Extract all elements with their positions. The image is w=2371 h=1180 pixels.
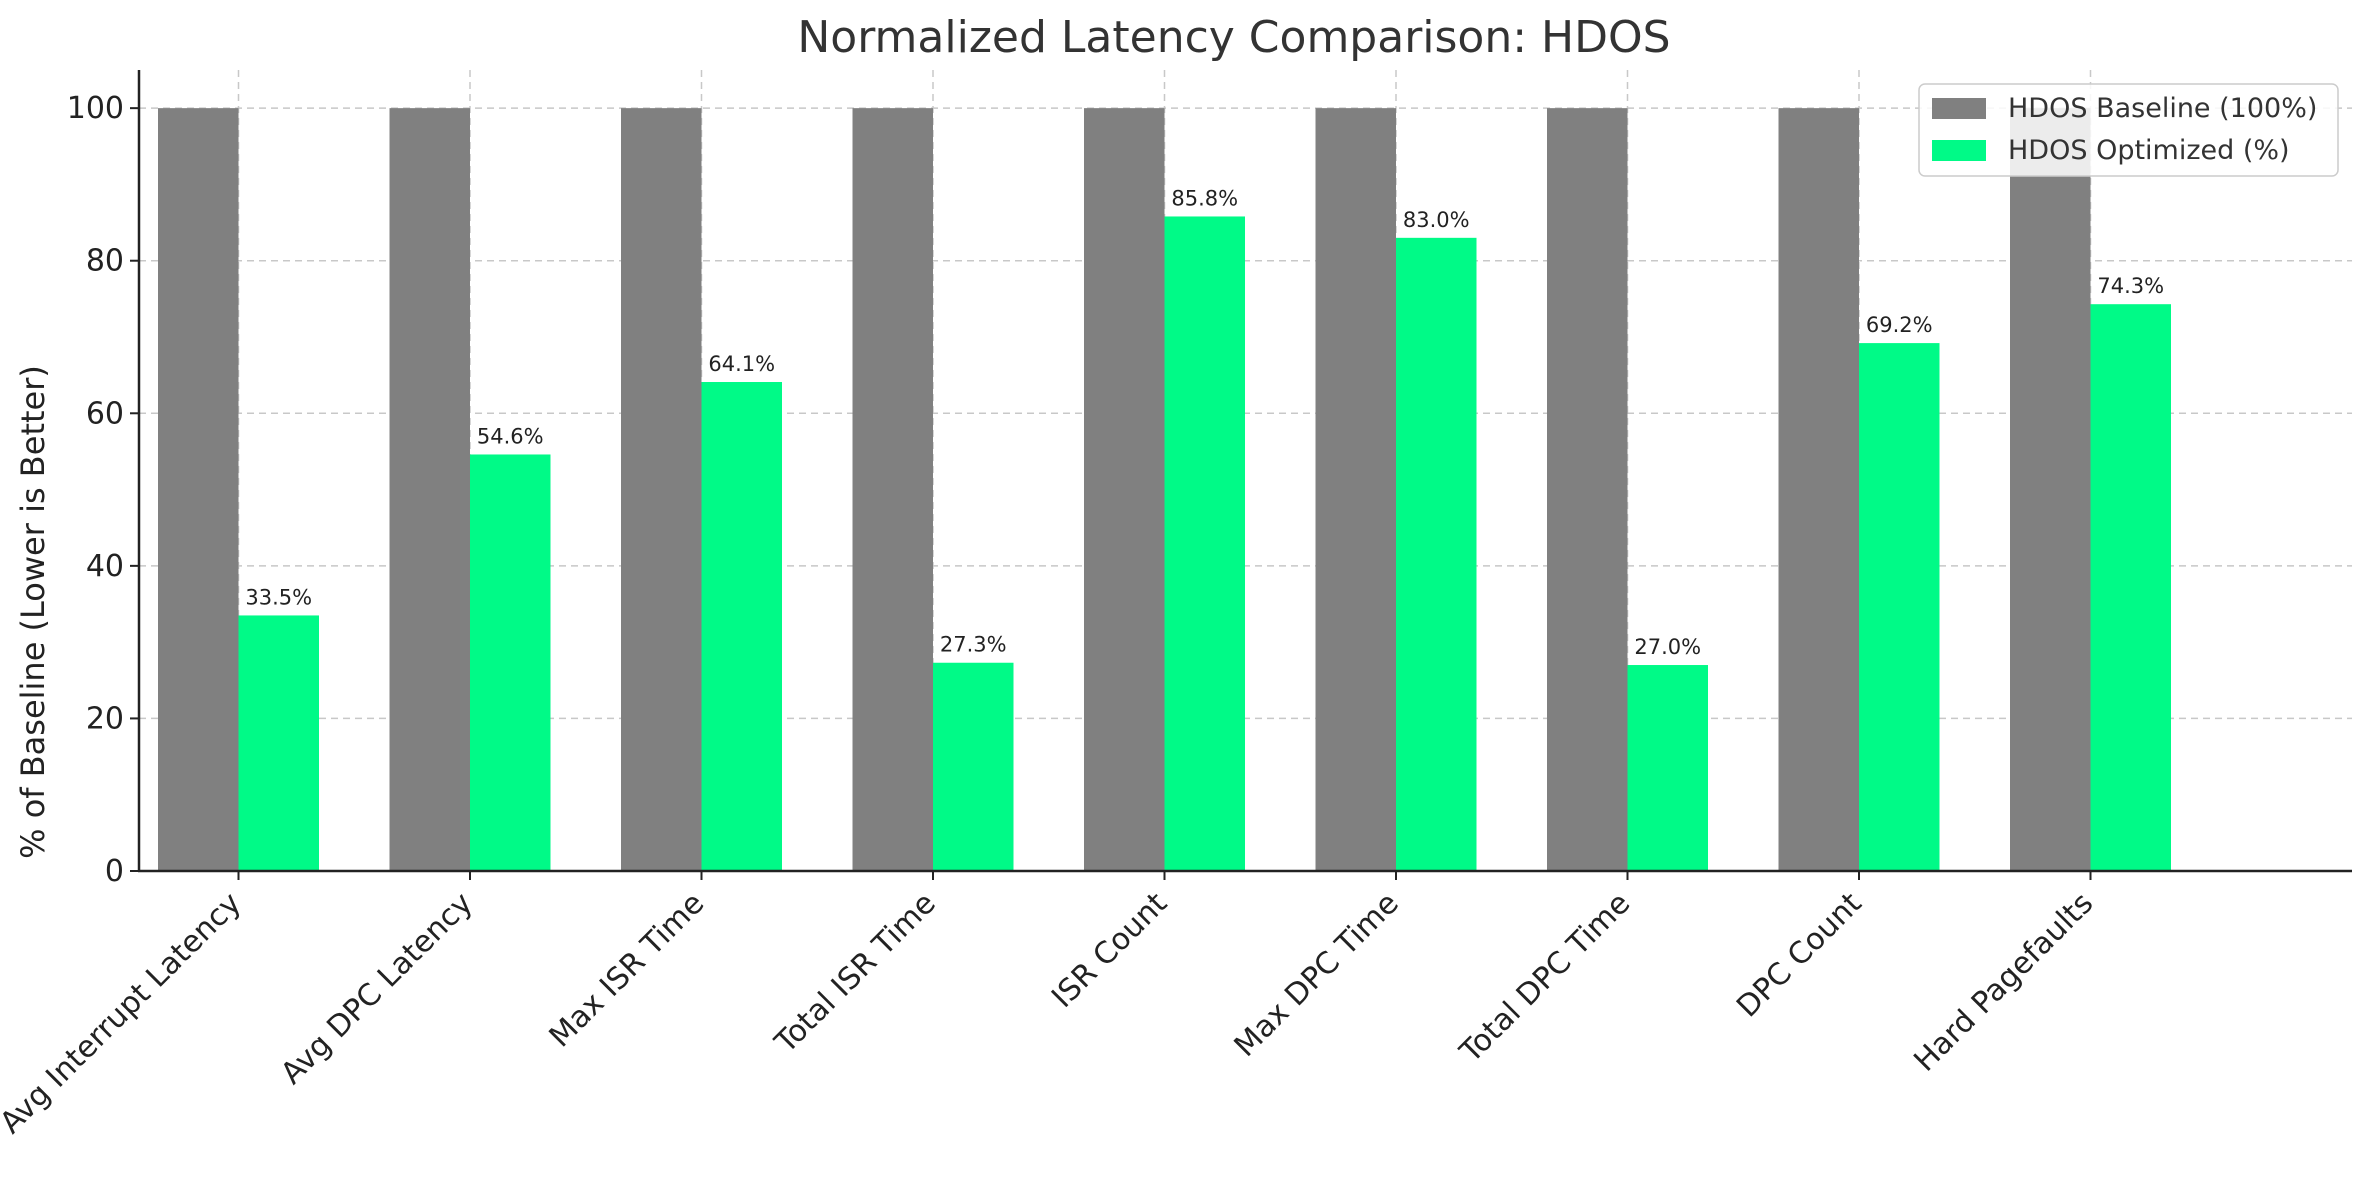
bar-baseline	[158, 108, 239, 871]
x-tick-label: Max DPC Time	[1228, 886, 1406, 1064]
data-label: 54.6%	[477, 424, 544, 448]
bar-baseline	[1315, 108, 1396, 871]
bar-baseline	[2010, 108, 2091, 871]
legend: HDOS Baseline (100%) HDOS Optimized (%)	[1918, 83, 2339, 177]
legend-swatch	[1932, 98, 1986, 119]
data-label: 83.0%	[1403, 208, 1470, 232]
x-tick-label: Avg Interrupt Latency	[0, 886, 248, 1141]
y-tick-label: 60	[86, 396, 124, 431]
bar-optimized	[2090, 304, 2171, 871]
bar-optimized	[1859, 343, 1940, 871]
data-label: 33.5%	[245, 585, 312, 609]
legend-swatch	[1932, 140, 1986, 161]
bar-baseline	[1778, 108, 1859, 871]
legend-label: HDOS Baseline (100%)	[2008, 93, 2317, 124]
data-label: 85.8%	[1171, 186, 1238, 210]
y-axis-label: % of Baseline (Lower is Better)	[14, 365, 52, 859]
legend-label: HDOS Optimized (%)	[2008, 135, 2290, 166]
x-tick-label: Avg DPC Latency	[274, 886, 479, 1091]
data-labels: 33.5% 54.6% 64.1% 27.3% 85.8% 83.0% 27.0% 69.2%…	[245, 186, 2164, 659]
x-tick-label: Max ISR Time	[543, 886, 711, 1054]
bar-baseline	[621, 108, 702, 871]
x-tick-label: Total DPC Time	[1453, 886, 1637, 1070]
x-tick-label: DPC Count	[1730, 886, 1869, 1025]
bar-optimized	[1627, 665, 1708, 871]
x-tick-label: ISR Count	[1045, 886, 1174, 1015]
bar-baseline	[852, 108, 933, 871]
y-tick-label: 100	[67, 91, 124, 126]
bar-optimized	[933, 662, 1014, 871]
x-tick-label: Total ISR Time	[768, 886, 943, 1061]
y-tick-label: 0	[105, 854, 124, 889]
bar-baseline	[389, 108, 470, 871]
bars	[158, 108, 2171, 872]
x-tick-label: Hard Pagefaults	[1907, 886, 2100, 1079]
data-label: 64.1%	[708, 352, 775, 376]
y-tick-label: 80	[86, 244, 124, 279]
bar-optimized	[1164, 216, 1245, 871]
bar-baseline	[1547, 108, 1628, 871]
bar-optimized	[1396, 237, 1477, 872]
legend-box	[1918, 83, 2339, 177]
bar-baseline	[1084, 108, 1165, 871]
bar-optimized	[238, 615, 319, 871]
data-label: 74.3%	[2097, 274, 2164, 298]
data-label: 69.2%	[1866, 313, 1933, 337]
data-label: 27.0%	[1634, 635, 1701, 659]
chart-title: Normalized Latency Comparison: HDOS	[797, 12, 1670, 63]
bar-optimized	[701, 382, 782, 871]
data-label: 27.3%	[940, 633, 1007, 657]
bar-optimized	[470, 454, 551, 871]
y-tick-label: 40	[86, 549, 124, 584]
y-tick-label: 20	[86, 701, 124, 736]
